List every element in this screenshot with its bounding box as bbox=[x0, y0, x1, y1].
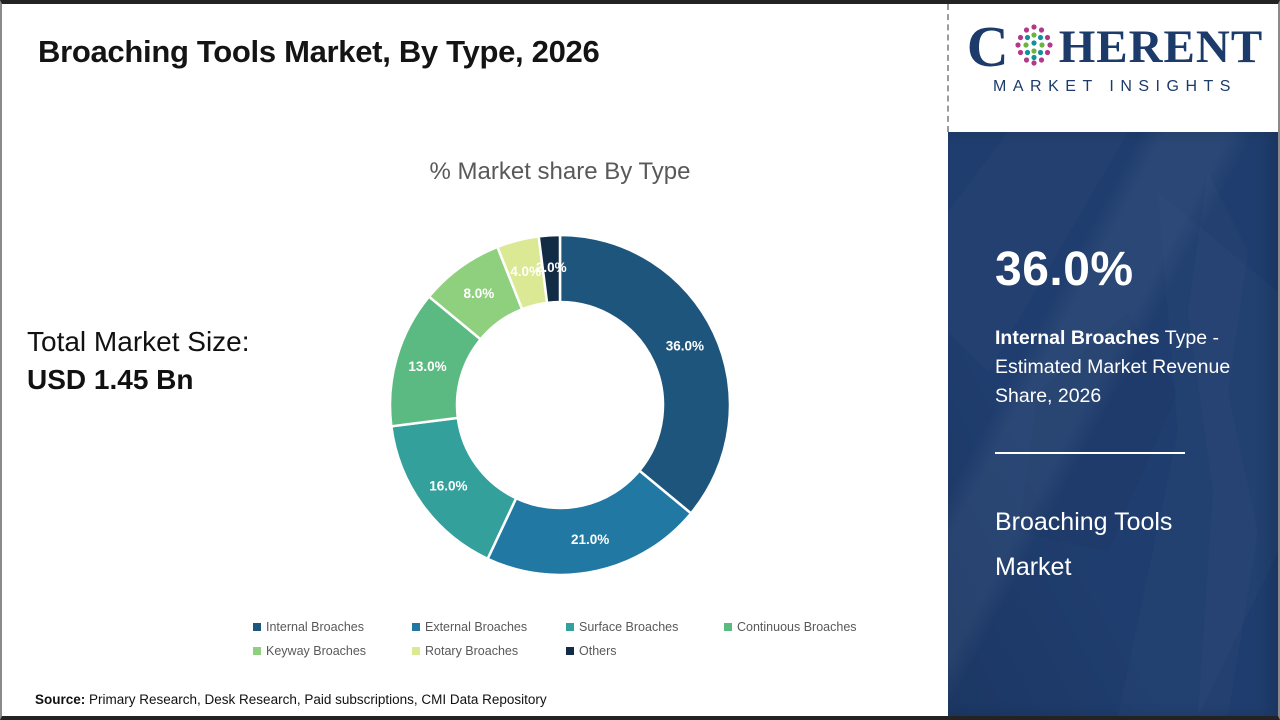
panel-footer-title: Broaching Tools Market bbox=[995, 508, 1173, 581]
slice-label-external-broaches: 21.0% bbox=[571, 532, 609, 547]
legend-swatch bbox=[724, 623, 732, 631]
logo-letters-herent: HERENT bbox=[1058, 20, 1264, 73]
legend-item-surface-broaches: Surface Broaches bbox=[566, 620, 724, 634]
panel-headline-percentage: 36.0% bbox=[995, 243, 1134, 296]
legend-item-others: Others bbox=[566, 644, 724, 658]
legend-label: Keyway Broaches bbox=[266, 644, 367, 658]
donut-slice-others bbox=[537, 233, 562, 305]
source-line: Source: Primary Research, Desk Research,… bbox=[35, 692, 547, 707]
legend-label: Others bbox=[579, 644, 617, 658]
coherent-logo: C bbox=[960, 18, 1270, 96]
total-market-size-label: Total Market Size: bbox=[27, 326, 250, 357]
legend-swatch bbox=[566, 647, 574, 655]
panel-description: Internal Broaches Type - Estimated Marke… bbox=[995, 324, 1247, 411]
donut-chart: 36.0% 21.0% 16.0% 13.0% 8.0% 4.0%2.0% bbox=[388, 233, 732, 577]
page-title: Broaching Tools Market, By Type, 2026 bbox=[38, 34, 600, 69]
legend-item-rotary-broaches: Rotary Broaches bbox=[412, 644, 566, 658]
panel-description-rest: Type - Estimated Market Revenue Share, 2… bbox=[995, 326, 1231, 407]
logo-letter-c: C bbox=[966, 14, 1009, 79]
logo-subtitle: MARKET INSIGHTS bbox=[993, 78, 1237, 95]
legend-swatch bbox=[412, 647, 420, 655]
chart-title: % Market share By Type bbox=[429, 158, 691, 185]
side-panel: 36.0% Internal Broaches Type - Estimated… bbox=[948, 132, 1278, 716]
legend-swatch bbox=[253, 647, 261, 655]
logo-area bbox=[948, 4, 1278, 132]
legend-label: Rotary Broaches bbox=[425, 644, 519, 658]
legend-label: External Broaches bbox=[425, 620, 528, 634]
donut-slice-internal-broaches bbox=[558, 233, 732, 516]
slice-label-continuous-broaches: 13.0% bbox=[408, 359, 446, 374]
slice-label-keyway-broaches: 8.0% bbox=[464, 286, 495, 301]
legend-item-continuous-broaches: Continuous Broaches bbox=[724, 620, 857, 634]
slice-label-rotary-broaches: 4.0% bbox=[510, 264, 541, 279]
panel-divider-line bbox=[995, 452, 1185, 454]
panel-description-bold: Internal Broaches bbox=[995, 326, 1160, 349]
slice-label-surface-broaches: 16.0% bbox=[429, 479, 467, 494]
logo-divider-dashed-line bbox=[947, 4, 949, 132]
chart-legend: Internal Broaches External Broaches Surfac… bbox=[253, 620, 857, 658]
source-label: Source: bbox=[35, 692, 86, 707]
legend-swatch bbox=[566, 623, 574, 631]
total-market-size-value: USD 1.45 Bn bbox=[27, 364, 194, 395]
legend-label: Internal Broaches bbox=[266, 620, 364, 634]
legend-swatch bbox=[412, 623, 420, 631]
source-text: Primary Research, Desk Research, Paid su… bbox=[85, 692, 547, 707]
legend-label: Surface Broaches bbox=[579, 620, 679, 634]
map-texture bbox=[948, 132, 1278, 716]
legend-item-keyway-broaches: Keyway Broaches bbox=[253, 644, 412, 658]
legend-swatch bbox=[253, 623, 261, 631]
dotted-globe-icon bbox=[1011, 22, 1057, 73]
slice-label-others: 2.0% bbox=[536, 260, 567, 275]
slice-label-internal-broaches: 36.0% bbox=[666, 339, 704, 354]
legend-item-external-broaches: External Broaches bbox=[412, 620, 566, 634]
legend-label: Continuous Broaches bbox=[737, 620, 857, 634]
legend-item-internal-broaches: Internal Broaches bbox=[253, 620, 412, 634]
logo-wordmark: C bbox=[960, 18, 1270, 76]
